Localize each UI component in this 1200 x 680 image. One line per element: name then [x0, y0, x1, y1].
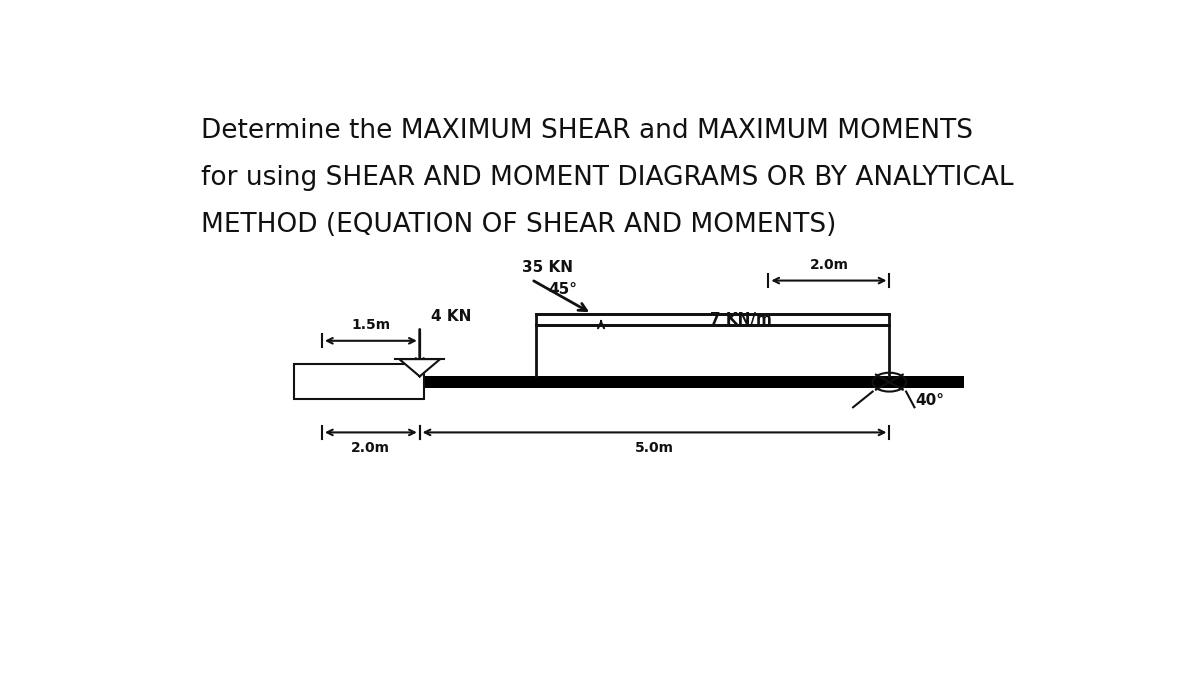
Text: 40°: 40° [916, 393, 944, 408]
Text: 3 KN/m: 3 KN/m [329, 375, 390, 390]
Bar [294, 364, 425, 399]
Text: 35 KN: 35 KN [522, 260, 574, 275]
Text: 2.0m: 2.0m [809, 258, 848, 272]
Text: for using SHEAR AND MOMENT DIAGRAMS OR BY ANALYTICAL: for using SHEAR AND MOMENT DIAGRAMS OR B… [202, 165, 1014, 191]
Text: 1.5m: 1.5m [352, 318, 390, 333]
Text: 7 KN/m: 7 KN/m [709, 312, 772, 327]
Bar [322, 377, 964, 388]
Bar [536, 313, 889, 325]
Text: 5.0m: 5.0m [635, 441, 674, 455]
Text: 2.0m: 2.0m [352, 441, 390, 455]
Text: Determine the MAXIMUM SHEAR and MAXIMUM MOMENTS: Determine the MAXIMUM SHEAR and MAXIMUM … [202, 118, 973, 144]
Text: METHOD (EQUATION OF SHEAR AND MOMENTS): METHOD (EQUATION OF SHEAR AND MOMENTS) [202, 212, 836, 239]
Text: 4 KN: 4 KN [431, 309, 472, 324]
Text: 45°: 45° [548, 282, 577, 297]
Polygon shape [400, 359, 440, 377]
